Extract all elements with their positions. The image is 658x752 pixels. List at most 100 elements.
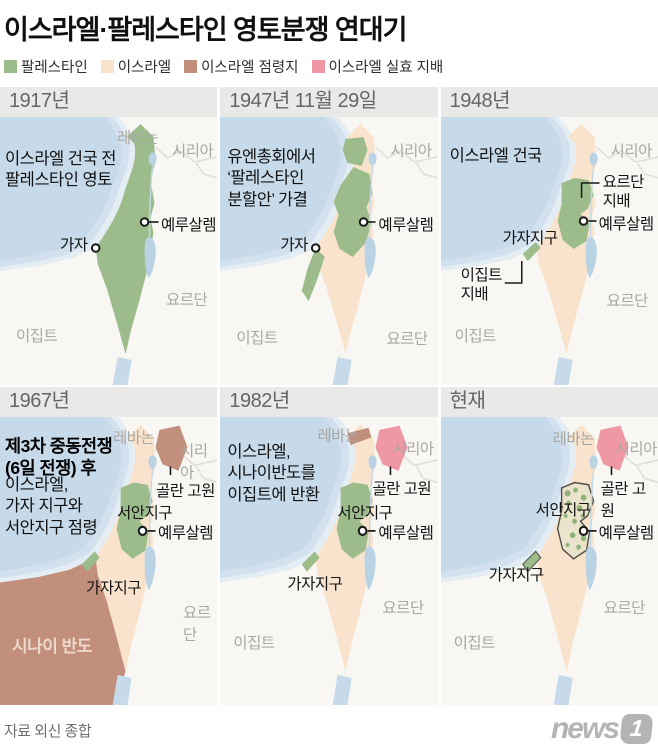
label-egypt: 이집트 [236,330,278,348]
panel-1948: 1948년 이스라엘 건국 시리아 요 [440,85,658,385]
header-block: 이스라엘·팔레스타인 영토분쟁 연대기 팔레스타인 이스라엘 이스라엘 점령지 … [0,0,658,85]
annotation: 이스라엘, 시나이반도를 이집트에 반환 [227,442,320,504]
label-west-bank: 서안지구 [535,501,592,519]
jordan-control-connector [580,182,600,198]
label-lebanon: 레바논 [552,431,595,449]
label-lebanon: 레바논 [317,428,359,446]
legend-label: 팔레스타인 [21,60,88,76]
label-jerusalem: 예루살렘 [378,216,434,234]
jerusalem-dot [137,525,148,537]
annotation: 이스라엘 건국 전 팔레스타인 영토 [5,149,116,190]
label-egypt-control: 이집트 지배 [460,267,503,303]
source-credit: 자료 외신 종합 [4,723,92,740]
label-jerusalem: 예루살렘 [378,524,434,542]
label-west-bank: 서안지구 [337,504,393,522]
panel-year-1948: 1948년 [440,85,658,117]
legend-item-palestine: 팔레스타인 [4,56,88,77]
effective-color-chip [311,60,325,73]
map-svg-present [440,417,658,705]
label-jordan: 요르단 [166,291,208,309]
label-gaza-strip: 가자지구 [502,230,559,248]
label-jerusalem: 예루살렘 [158,524,214,542]
label-lebanon: 레바논 [113,429,155,447]
label-egypt: 이집트 [233,634,275,652]
label-syria: 시리아 [390,142,432,160]
legend-label: 이스라엘 [117,60,172,76]
label-jerusalem: 예루살렘 [161,216,217,234]
jerusalem-dot [578,525,589,537]
annotation: 이스라엘 건국 [449,146,543,165]
map-svg-1967 [0,417,218,705]
map-1947: 유엔총회에서 ‘팔레스타인 분할안’ 가결 시리아 예루살렘 가자 요르단 이집… [220,117,438,385]
map-present: 레바논 시리아 골란 고원 서안지구 예루살렘 가자지구 요르단 이집트 [440,417,658,705]
annotation: 이스라엘, 가자 지구와 서안지구 점령 [5,475,98,537]
panel-present: 현재 레바논 시리아 [440,385,658,705]
occupied-color-chip [184,60,198,73]
timeline-grid: 1917년 이스라엘 건국 전 팔레스타인 영토 레바논 시리아 예루살렘 [0,85,658,705]
egypt-control-connector [504,261,523,284]
legend-label: 이스라엘 점령지 [201,60,299,76]
jerusalem-dot [358,525,368,537]
label-egypt: 이집트 [16,327,58,345]
label-gaza-strip: 가자지구 [287,575,343,593]
label-syria: 시리아 [392,441,434,459]
panel-1917: 1917년 이스라엘 건국 전 팔레스타인 영토 레바논 시리아 예루살렘 [0,85,218,385]
map-1917: 이스라엘 건국 전 팔레스타인 영토 레바논 시리아 예루살렘 가자 요르단 이… [0,117,218,385]
map-svg-1917 [0,117,218,385]
annotation-bold: 제3차 중동전쟁 (6일 전쟁) 후 [5,436,113,479]
jerusalem-dot [578,216,589,226]
label-jordan: 요르단 [382,600,424,618]
map-svg-1948 [440,117,658,385]
label-lebanon: 레바논 [117,130,159,148]
label-gaza: 가자 [280,237,308,255]
label-golan: 골란 고원 [600,481,647,521]
label-jordan: 요르단 [183,604,211,644]
label-golan: 골란 고원 [156,483,215,501]
news1-logo-text: news [550,712,620,745]
label-gaza: 가자 [60,237,88,255]
panel-year-1947: 1947년 11월 29일 [220,85,438,117]
label-jerusalem: 예루살렘 [598,215,655,233]
map-1982: 이스라엘, 시나이반도를 이집트에 반환 레바논 시리아 골란 고원 서안지구 … [220,417,438,705]
news1-logo: news 1 [550,712,654,746]
label-jordan-control: 요르단 지배 [602,174,645,210]
panel-1982: 1982년 이스라엘, 시나이반도를 이집트 [220,385,438,705]
news1-logo-badge: 1 [619,714,654,744]
legend: 팔레스타인 이스라엘 이스라엘 점령지 이스라엘 실효 지배 [4,56,658,77]
panel-1947: 1947년 11월 29일 유엔총회에서 ‘팔레스타인 분할안 [220,85,438,385]
label-golan: 골란 고원 [372,481,432,499]
annotation: 유엔총회에서 ‘팔레스타인 분할안’ 가결 [227,148,316,209]
label-jordan: 요르단 [603,600,646,618]
panel-year-1982: 1982년 [220,385,438,417]
label-egypt: 이집트 [454,327,497,345]
legend-label: 이스라엘 실효 지배 [328,60,444,76]
map-svg-1982 [220,417,438,705]
legend-item-israel: 이스라엘 [100,56,172,77]
legend-item-effective: 이스라엘 실효 지배 [311,56,444,77]
legend-item-occupied: 이스라엘 점령지 [184,56,299,77]
jerusalem-dot [359,217,369,227]
jerusalem-dot [139,217,150,227]
israel-color-chip [100,60,114,73]
map-1948: 이스라엘 건국 시리아 요르단 지배 예루살렘 가자지구 이집트 지배 요르단 … [440,117,658,385]
panel-1967: 1967년 제3차 중동전쟁 (6일 전쟁) [0,385,218,705]
panel-year-1917: 1917년 [0,85,218,117]
map-svg-1947 [220,117,438,385]
palestine-color-chip [4,60,17,73]
label-jerusalem: 예루살렘 [598,524,655,542]
label-syria: 시리아 [172,142,214,160]
panel-year-present: 현재 [440,385,658,417]
panel-year-1967: 1967년 [0,385,218,417]
label-jordan: 요르단 [386,331,428,349]
label-gaza-strip: 가자지구 [86,579,142,597]
gaza-dot [90,243,101,253]
gaza-dot [311,243,321,253]
label-west-bank: 서안지구 [117,504,173,522]
label-syria: 시리아 [615,441,658,459]
label-sinai: 시나이 반도 [12,636,92,656]
label-jordan: 요르단 [606,293,649,311]
map-1967: 제3차 중동전쟁 (6일 전쟁) 후 이스라엘, 가자 지구와 서안지구 점령 … [0,417,218,705]
page-title: 이스라엘·팔레스타인 영토분쟁 연대기 [4,15,407,45]
footer: 자료 외신 종합 news 1 [0,705,658,752]
label-gaza-strip: 가자지구 [488,567,545,585]
